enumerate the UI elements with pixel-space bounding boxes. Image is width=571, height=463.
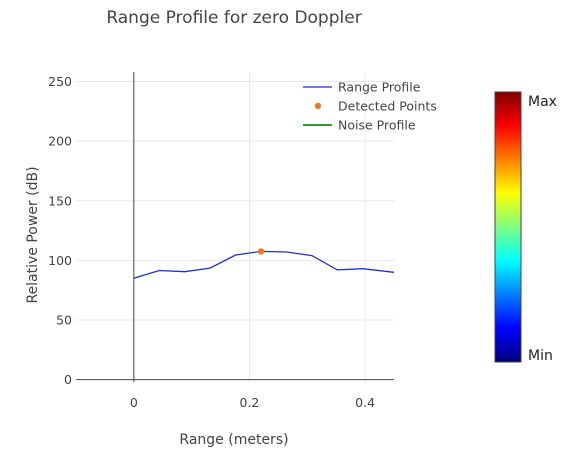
colorbar: Max Min — [494, 91, 557, 364]
y-tick-label: 100 — [48, 253, 72, 268]
legend-label-detected-points[interactable]: Detected Points — [338, 99, 437, 114]
legend-label-noise-profile[interactable]: Noise Profile — [338, 118, 416, 133]
range-profile-line — [133, 250, 395, 279]
y-tick-label: 50 — [56, 313, 72, 328]
chart-title: Range Profile for zero Doppler — [106, 8, 361, 28]
x-tick-label: 0 — [130, 395, 138, 410]
x-axis-title: Range (meters) — [179, 432, 288, 448]
colorbar-max-label: Max — [528, 94, 557, 110]
colorbar-gradient — [494, 91, 522, 363]
y-axis-title: Relative Power (dB) — [25, 166, 41, 303]
y-tick-label: 250 — [48, 74, 72, 89]
legend[interactable]: Range Profile Detected Points Noise Profil… — [303, 80, 437, 133]
legend-label-range-profile[interactable]: Range Profile — [338, 80, 421, 95]
y-tick-label: 200 — [48, 134, 72, 149]
x-tick-label: 0.4 — [355, 395, 375, 410]
y-tick-label: 150 — [48, 193, 72, 208]
detected-points-point[interactable] — [257, 248, 265, 255]
legend-swatch-detected-points — [314, 102, 322, 110]
y-tick-label: 0 — [64, 372, 72, 387]
x-tick-label: 0.2 — [240, 395, 260, 410]
colorbar-min-label: Min — [528, 348, 553, 364]
